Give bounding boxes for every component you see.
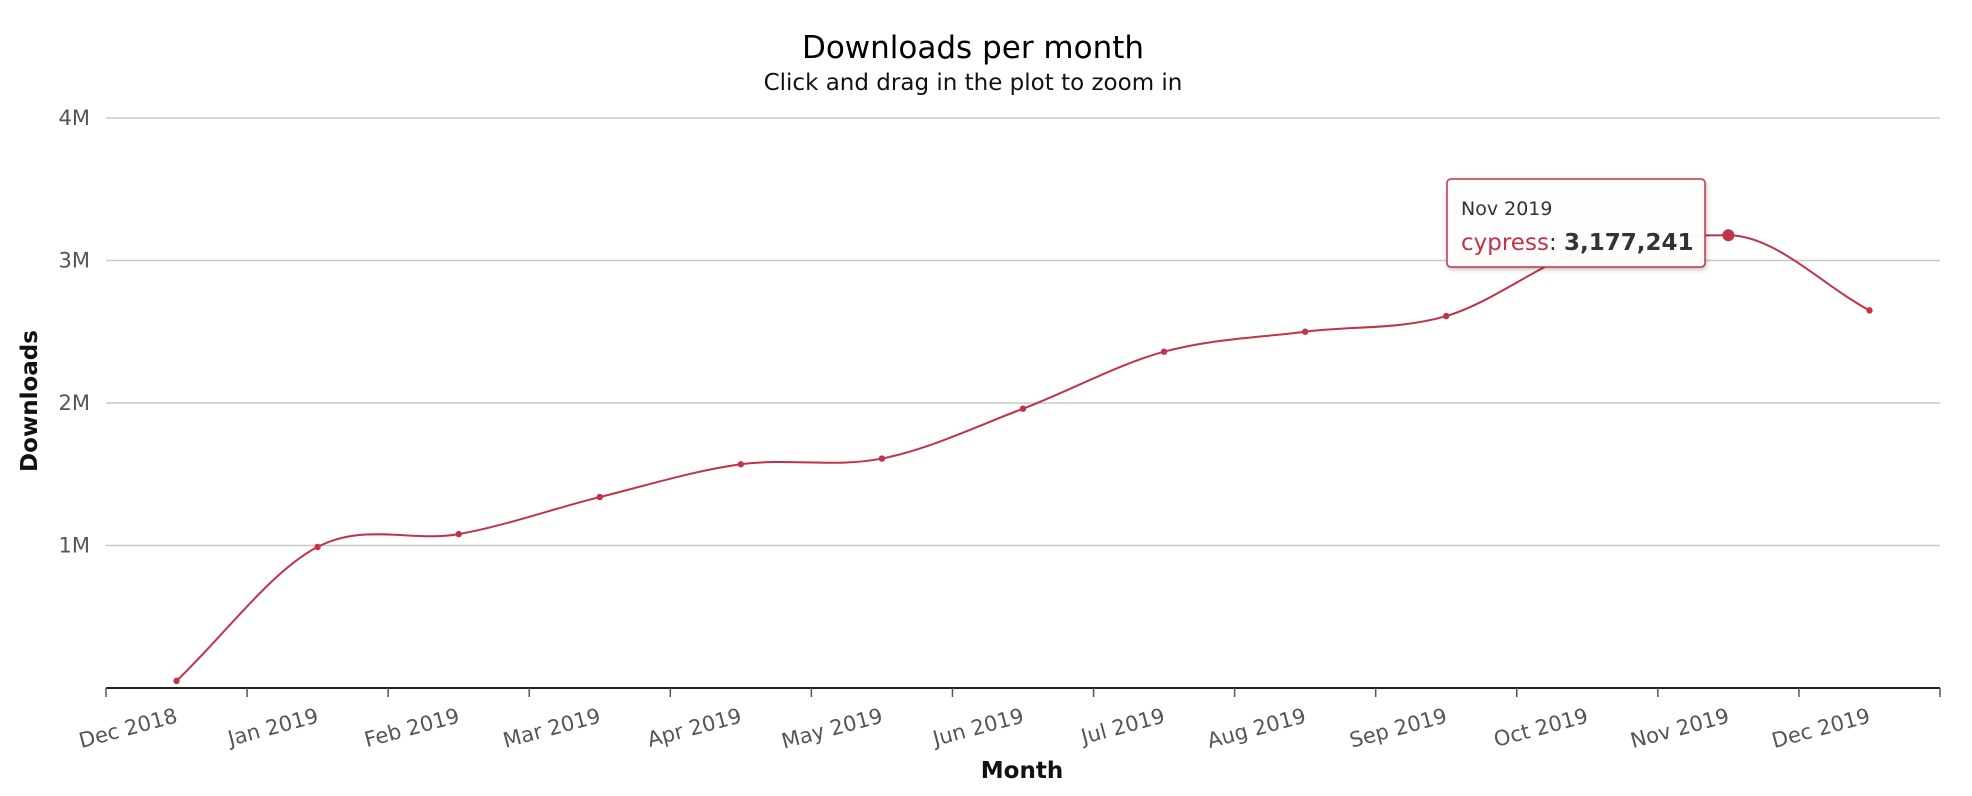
- y-axis-ticks: 1M 2M 3M 4M: [59, 106, 90, 558]
- data-point[interactable]: [455, 530, 462, 538]
- tooltip-series-name: cypress: [1461, 230, 1549, 256]
- data-point[interactable]: [1019, 405, 1027, 412]
- x-axis-title: Month: [981, 758, 1063, 784]
- y-tick-label: 4M: [59, 106, 90, 130]
- tooltip-separator: :: [1549, 230, 1564, 256]
- y-tick-label: 1M: [59, 534, 90, 558]
- data-point[interactable]: [1301, 328, 1309, 335]
- data-point[interactable]: [878, 455, 886, 462]
- tooltip-box: [1446, 178, 1706, 268]
- data-point[interactable]: [737, 461, 745, 468]
- data-point[interactable]: [1443, 312, 1450, 320]
- data-point[interactable]: [1160, 348, 1168, 355]
- data-point-highlighted[interactable]: [1722, 229, 1735, 242]
- grid-lines: [106, 117, 1940, 547]
- y-tick-label: 3M: [59, 249, 90, 273]
- tooltip-date: Nov 2019: [1461, 198, 1552, 220]
- tooltip-value: 3,177,241: [1564, 230, 1694, 256]
- y-axis-title: Downloads: [17, 330, 43, 472]
- data-point[interactable]: [173, 677, 180, 685]
- data-point[interactable]: [596, 493, 603, 501]
- data-point[interactable]: [1866, 307, 1873, 314]
- chart-subtitle: Click and drag in the plot to zoom in: [764, 70, 1183, 96]
- tooltip-line: cypress: 3,177,241: [1461, 230, 1694, 256]
- chart-title: Downloads per month: [802, 30, 1144, 66]
- data-point[interactable]: [314, 543, 321, 551]
- tooltip: Nov 2019 cypress: 3,177,241: [1446, 178, 1706, 268]
- y-tick-label: 2M: [59, 391, 90, 415]
